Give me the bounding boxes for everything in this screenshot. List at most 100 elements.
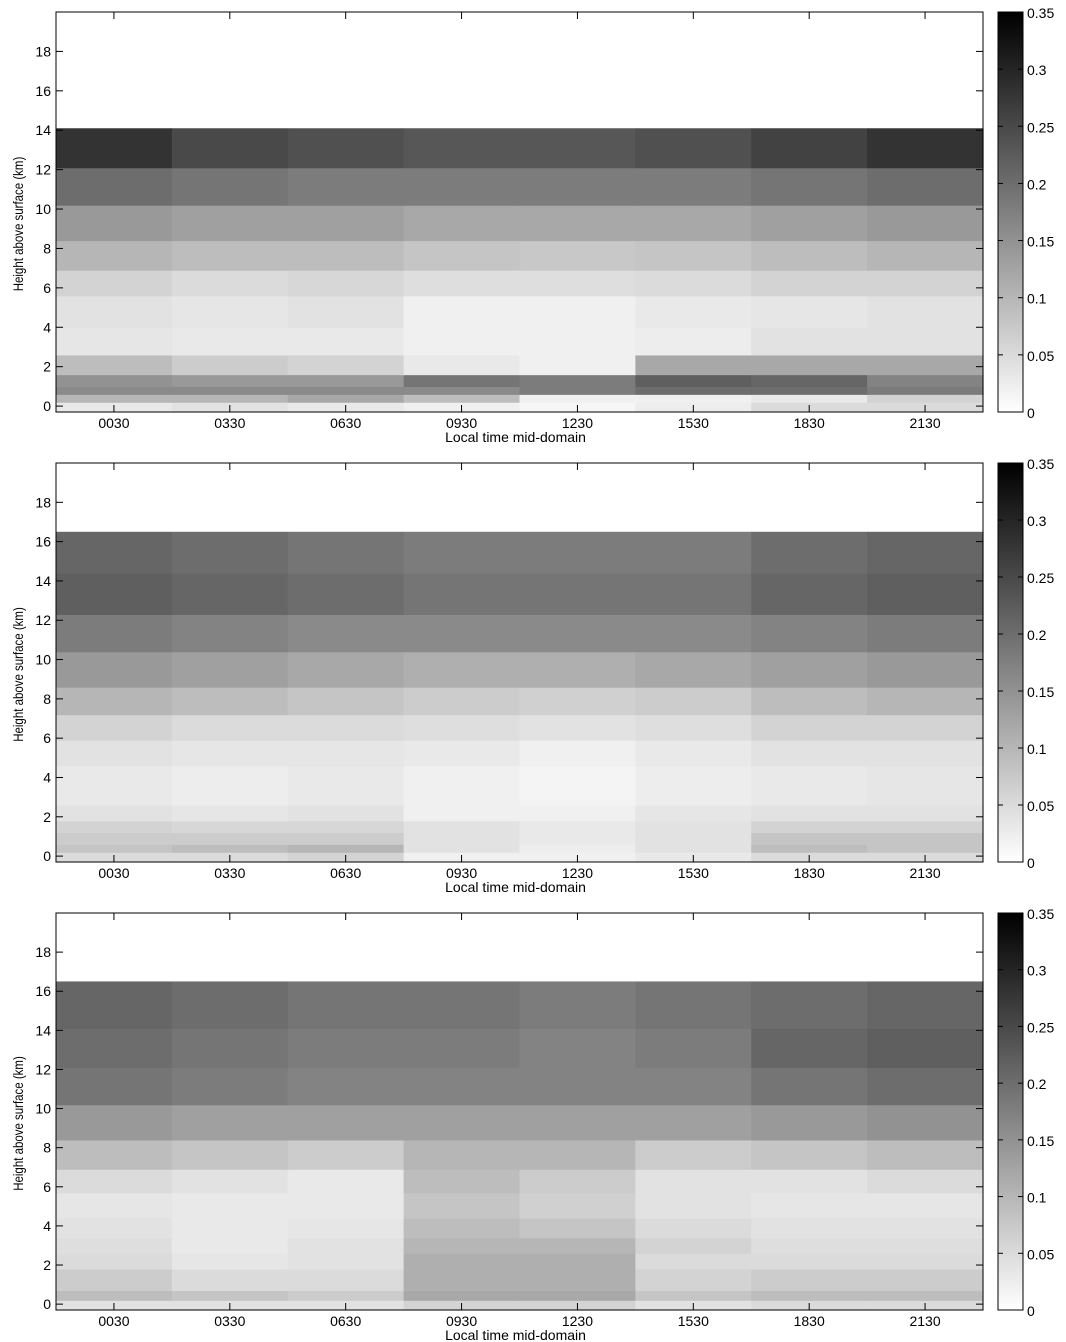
heatmap-cell [867, 1268, 984, 1292]
heatmap-cell [56, 820, 173, 834]
colorbar-tick-label: 0.35 [1027, 456, 1054, 472]
x-tick-label: 0630 [330, 1313, 361, 1329]
heatmap-cell [171, 1192, 289, 1219]
colorbar-tick-label: 0.25 [1027, 570, 1054, 586]
heatmap-cell [403, 832, 521, 845]
y-tick-label: 4 [43, 319, 51, 335]
y-tick-label: 10 [35, 1101, 51, 1117]
heatmap-cell [56, 386, 173, 395]
chart-panel-1: 0 2 4 6 8 10 12 14 16 18 0030 0330 0630 0930 1230 1530 1… [10, 5, 1055, 445]
heatmap-cell [867, 1237, 984, 1254]
heatmap-cell [635, 295, 752, 328]
heatmap-cell [56, 354, 173, 376]
colorbar-tick-label: 0.1 [1027, 291, 1047, 307]
heatmap-cell [519, 270, 636, 297]
heatmap-cell [519, 832, 636, 845]
heatmap-cell [635, 981, 752, 1029]
heatmap-cell [867, 573, 984, 615]
y-tick-label: 10 [35, 201, 51, 217]
heatmap-cell [56, 270, 173, 297]
heatmap-cell [635, 386, 752, 395]
heatmap-cell [56, 805, 173, 822]
heatmap-cell [867, 1290, 984, 1301]
heatmap-cell [171, 1169, 289, 1194]
heatmap-cell [287, 740, 405, 767]
heatmap-cell [56, 844, 173, 853]
colorbar-tick-label: 0.2 [1027, 627, 1047, 643]
heatmap-cell [56, 651, 173, 688]
heatmap-cell [635, 374, 752, 387]
heatmap-cell [403, 374, 521, 387]
heatmap-cell [867, 531, 984, 574]
heatmap-cell [519, 844, 636, 853]
x-axis-label: Local time mid-domain [445, 1327, 586, 1342]
heatmap-cell [403, 1218, 521, 1239]
heatmap-cell [867, 1028, 984, 1069]
x-tick-label: 1230 [562, 865, 593, 881]
heatmap-cell [867, 714, 984, 741]
heatmap-cell [403, 1237, 521, 1254]
heatmap-cell [287, 1237, 405, 1254]
heatmap-cell [751, 240, 868, 271]
y-tick-label: 2 [43, 809, 51, 825]
heatmap-cell [751, 1253, 868, 1270]
heatmap-cell [519, 687, 636, 716]
heatmap-cell [171, 981, 289, 1029]
y-tick-label: 14 [35, 122, 51, 138]
heatmap-cell [519, 765, 636, 806]
heatmap-cell [287, 1290, 405, 1301]
heatmap-cell [287, 805, 405, 822]
colorbar-tick-label: 0.05 [1027, 1246, 1054, 1262]
y-axis-label: Height above surface (km) [10, 157, 26, 292]
heatmap-cell [867, 327, 984, 356]
heatmap-cell [867, 1218, 984, 1239]
heatmap-cell [56, 240, 173, 271]
heatmap-cell [519, 386, 636, 395]
heatmap-cell [287, 1067, 405, 1106]
heatmap-cell [287, 295, 405, 328]
heatmap-cell [519, 374, 636, 387]
heatmap-cell [635, 354, 752, 376]
heatmap-cell [171, 1290, 289, 1301]
heatmap-cell [171, 386, 289, 395]
heatmap-cell [635, 1237, 752, 1254]
heatmap-cell [403, 687, 521, 716]
y-tick-label: 16 [35, 983, 51, 999]
heatmap-cell [519, 1139, 636, 1170]
heatmap-cell [751, 167, 868, 206]
y-tick-label: 2 [43, 359, 51, 375]
heatmap-cell [867, 765, 984, 806]
y-tick-label: 0 [43, 398, 51, 414]
heatmap-cell [56, 128, 173, 169]
plot-frame [55, 912, 984, 1311]
heatmap-cell [635, 270, 752, 297]
colorbar [997, 912, 1024, 1311]
heatmap-cell [56, 1218, 173, 1239]
heatmap-cell [171, 1237, 289, 1254]
heatmap-cell [867, 1067, 984, 1106]
heatmap-cell [635, 1169, 752, 1194]
heatmap-cell [56, 1139, 173, 1170]
heatmap-cell [635, 651, 752, 688]
heatmap-cell [519, 614, 636, 653]
heatmap-cell [287, 1192, 405, 1219]
heatmap-cell [403, 1169, 521, 1194]
heatmap-cell [56, 573, 173, 615]
heatmap-cell [519, 1237, 636, 1254]
heatmap-cell [519, 167, 636, 206]
heatmap-cell [519, 805, 636, 822]
heatmap-cell [287, 687, 405, 716]
heatmap-cell [171, 1028, 289, 1069]
heatmap-cell [403, 740, 521, 767]
colorbar-tick-label: 0.05 [1027, 798, 1054, 814]
heatmap-cell [867, 740, 984, 767]
heatmap-cell [867, 354, 984, 376]
heatmap-cell [56, 714, 173, 741]
heatmap-cell [867, 1192, 984, 1219]
heatmap-cell [635, 1218, 752, 1239]
x-tick-label: 0330 [214, 865, 245, 881]
heatmap-cell [56, 394, 173, 403]
heatmap-cell [287, 1268, 405, 1292]
y-tick-label: 8 [43, 240, 51, 256]
heatmap-cell [56, 1104, 173, 1141]
